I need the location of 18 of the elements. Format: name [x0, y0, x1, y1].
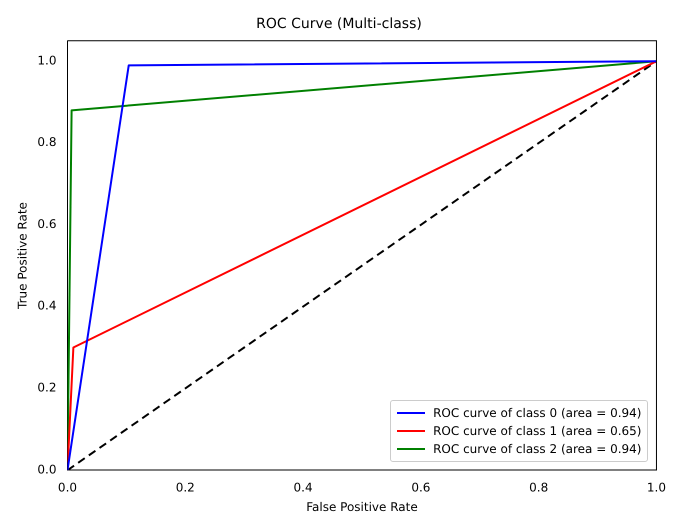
y-tick-label: 0.6: [37, 216, 56, 231]
legend-label: ROC curve of class 2 (area = 0.94): [433, 441, 642, 458]
chart-title: ROC Curve (Multi-class): [256, 16, 422, 32]
x-tick-label: 0.6: [411, 480, 430, 495]
legend-label: ROC curve of class 1 (area = 0.65): [433, 423, 642, 440]
x-tick-label: 0.0: [58, 480, 78, 495]
x-tick-label: 0.8: [529, 480, 548, 495]
x-axis-title: False Positive Rate: [306, 500, 418, 514]
y-tick-label: 1.0: [37, 53, 56, 68]
x-tick-label: 1.0: [646, 480, 666, 495]
x-tick-label: 0.2: [176, 480, 195, 495]
y-tick-label: 0.2: [37, 380, 56, 395]
y-tick-label: 0.8: [37, 135, 56, 150]
y-axis-title: True Positive Rate: [15, 202, 30, 310]
legend-label: ROC curve of class 0 (area = 0.94): [433, 405, 642, 422]
y-tick-label: 0.0: [37, 462, 56, 476]
y-tick-label: 0.4: [37, 298, 56, 313]
x-tick-label: 0.4: [294, 480, 313, 495]
